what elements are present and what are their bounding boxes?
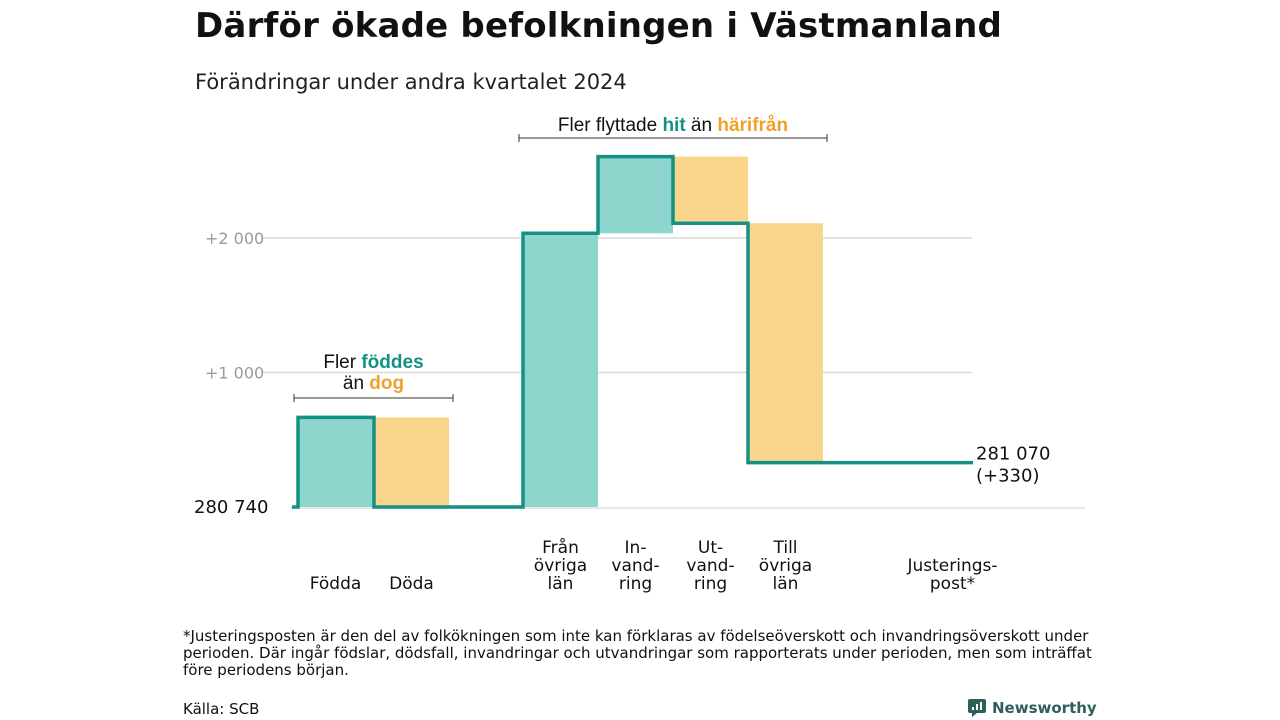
chart-title: Därför ökade befolkningen i Västmanland	[195, 6, 1003, 46]
x-tick-label: Födda	[310, 574, 362, 594]
annotation-births-line1: Fler föddes	[323, 352, 423, 373]
footnote: *Justeringsposten är den del av folkökni…	[183, 627, 1092, 679]
x-tick-label: In-vand-ring	[611, 538, 659, 594]
y-tick-label: +1 000	[205, 364, 264, 383]
cumulative-step-line	[292, 154, 973, 509]
annotation-bracket-migration	[518, 134, 828, 142]
chart-subtitle: Förändringar under andra kvartalet 2024	[195, 70, 627, 94]
baseline-label: 280 740	[194, 497, 268, 518]
bar-0	[298, 417, 373, 507]
bar-5	[748, 223, 823, 463]
x-tick-label: Ut-vand-ring	[686, 538, 734, 594]
brand-logo: Newsworthy	[968, 697, 1097, 719]
x-tick-label: Döda	[389, 574, 434, 594]
waterfall-chart: +1 000 +2 000 Födda Döda Från övriga län In-van…	[194, 115, 1085, 594]
annotation-births-line2: än dog	[343, 373, 404, 394]
source-label: Källa: SCB	[183, 700, 260, 718]
bar-4	[673, 156, 748, 224]
x-tick-label: Till övriga län	[759, 538, 812, 594]
bar-3	[598, 156, 673, 234]
annotation-bracket-births	[293, 394, 454, 402]
bar-1	[374, 417, 449, 507]
newsworthy-logo-icon	[968, 699, 986, 717]
change-label: (+330)	[976, 466, 1039, 487]
bar-2	[523, 233, 598, 508]
annotation-migration: Fler flyttade hit än härifrån	[558, 115, 788, 136]
y-tick-label: +2 000	[205, 229, 264, 248]
x-tick-label: Justerings-post*	[906, 556, 997, 594]
x-tick-label: Från övriga län	[534, 537, 587, 594]
brand-name: Newsworthy	[992, 699, 1097, 717]
final-value-label: 281 070	[976, 444, 1050, 465]
